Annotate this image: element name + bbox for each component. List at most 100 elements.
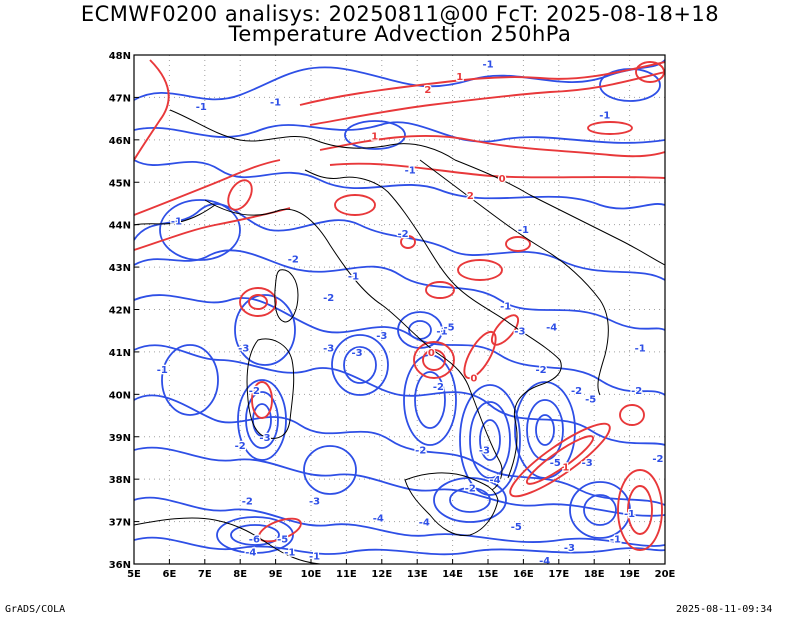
lat-tick-label: 40N: [109, 390, 131, 401]
lat-tick-label: 45N: [109, 178, 131, 189]
positive-advection-contours: [134, 59, 665, 551]
adriatic-coast: [419, 159, 609, 396]
contour-value-label: -1: [624, 509, 635, 520]
contour-value-label: -3: [582, 458, 593, 469]
contour-neg: [134, 446, 665, 517]
contour-pos: [525, 435, 595, 485]
contour-value-label: -2: [652, 454, 663, 465]
africa-coast: [134, 517, 321, 564]
lon-tick-label: 9E: [269, 569, 283, 580]
contour-value-label: -1: [500, 301, 511, 312]
italy-coastline: [204, 169, 562, 491]
lon-tick-label: 11E: [336, 569, 357, 580]
contour-value-label: -5: [511, 522, 522, 533]
lat-tick-label: 39N: [109, 433, 131, 444]
contour-value-label: -3: [376, 331, 387, 342]
contour-neg: [230, 524, 280, 546]
contour-value-label: -2: [288, 255, 299, 266]
sicily-coastline: [404, 472, 499, 537]
lon-tick-label: 12E: [371, 569, 392, 580]
france-coast: [134, 204, 216, 226]
contour-value-label: -1: [405, 166, 416, 177]
contour-neg: [134, 121, 665, 144]
contour-pos: [617, 469, 663, 551]
contour-value-label: 0: [428, 348, 435, 359]
contour-pos: [239, 287, 277, 317]
contour-pos: [134, 59, 170, 161]
contour-neg: [344, 120, 406, 150]
contour-value-label: -5: [277, 535, 288, 546]
contour-neg: [583, 494, 617, 526]
contour-value-label: 0: [470, 373, 477, 384]
contour-value-label: -6: [249, 535, 260, 546]
contour-value-label: -5: [444, 322, 455, 333]
contour-neg: [134, 249, 665, 331]
lat-tick-label: 37N: [109, 518, 131, 529]
contour-value-label: -1: [157, 365, 168, 376]
contour-pos: [134, 159, 281, 216]
contour-value-label: -2: [235, 441, 246, 452]
contour-pos: [490, 314, 520, 346]
contour-value-label: -1: [270, 98, 281, 109]
map-title-line1: ECMWF0200 analisys: 20250811@00 FcT: 202…: [80, 2, 720, 26]
contour-pos: [227, 179, 253, 211]
contour-pos: [334, 194, 376, 216]
contour-value-label: -2: [571, 386, 582, 397]
contour-value-label: -1: [284, 547, 295, 558]
contour-pos: [413, 341, 455, 379]
lon-tick-label: 19E: [619, 569, 640, 580]
lon-tick-label: 16E: [513, 569, 534, 580]
contour-pos: [635, 61, 665, 83]
contour-value-label: -3: [564, 543, 575, 554]
contour-value-label: -3: [238, 344, 249, 355]
contour-neg: [134, 344, 665, 446]
map-title-line2: Temperature Advection 250hPa: [228, 22, 572, 46]
contour-value-label: -2: [242, 496, 253, 507]
contour-value-label: -4: [546, 322, 557, 333]
contour-value-label: -2: [415, 445, 426, 456]
contour-value-label: -1: [196, 102, 207, 113]
lat-tick-label: 36N: [109, 560, 131, 571]
contour-value-label: -1: [635, 344, 646, 355]
contour-pos: [505, 236, 531, 252]
contour-neg: [459, 384, 521, 496]
contour-value-label: -3: [514, 327, 525, 338]
contour-value-label: -1: [171, 216, 182, 227]
corsica-coastline: [274, 269, 299, 323]
lat-tick-label: 41N: [109, 348, 131, 359]
lon-tick-label: 13E: [407, 569, 428, 580]
contour-value-label: -2: [536, 365, 547, 376]
lon-tick-label: 18E: [584, 569, 605, 580]
contour-neg: [303, 445, 357, 495]
contour-pos: [457, 259, 503, 281]
contour-neg: [343, 346, 377, 384]
contour-value-label: -4: [373, 513, 384, 524]
footer-timestamp: 2025-08-11-09:34: [676, 604, 773, 615]
contour-value-label: -1: [610, 535, 621, 546]
contour-neg: [159, 199, 241, 261]
contour-neg: [134, 59, 665, 101]
lon-tick-label: 8E: [233, 569, 247, 580]
contour-field: [134, 59, 665, 564]
lon-tick-label: 7E: [198, 569, 212, 580]
contour-neg: [134, 496, 665, 547]
contour-value-label: -3: [323, 344, 334, 355]
footer-software-credit: GrADS/COLA: [5, 604, 66, 615]
contour-pos: [619, 404, 645, 426]
contour-value-label: -2: [631, 386, 642, 397]
coastlines-and-borders: [134, 109, 665, 564]
contour-value-label: -2: [249, 386, 260, 397]
lat-tick-label: 48N: [109, 51, 131, 62]
contour-neg: [449, 487, 491, 513]
contour-neg: [252, 403, 272, 437]
lat-tick-label: 43N: [109, 263, 131, 274]
contour-value-label: -5: [585, 395, 596, 406]
contour-pos: [509, 422, 611, 498]
contour-pos: [309, 71, 665, 126]
lon-tick-label: 6E: [163, 569, 177, 580]
contour-neg: [134, 159, 665, 210]
axis-tick-labels: 5E 6E 7E 8E 9E 10E 11E 12E 13E 14E 15E 16E 17E 18E 19E…: [109, 51, 676, 580]
contour-neg: [234, 294, 296, 366]
